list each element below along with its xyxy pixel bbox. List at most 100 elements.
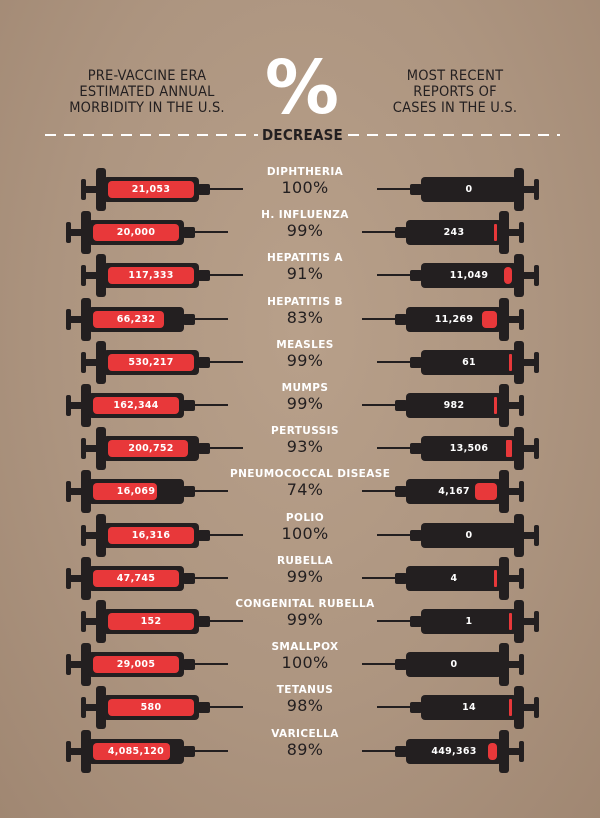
needle-icon — [377, 620, 411, 622]
needle-icon — [209, 447, 243, 450]
chart-row: 29,005 SMALLPOX 100% 0 — [0, 641, 600, 687]
syringe-barrel: 117,333 — [103, 263, 199, 289]
syringe-tip-icon — [183, 486, 195, 498]
chart-row: 21,053 DIPHTHERIA 100% 0 — [0, 166, 600, 211]
plunger-rod-icon — [508, 315, 520, 323]
syringe-tip-icon — [395, 486, 407, 498]
needle-icon — [209, 360, 243, 363]
disease-label-group: TETANUS 98% — [230, 684, 380, 714]
plunger-cap-icon — [519, 567, 524, 589]
fill-bar — [509, 699, 512, 717]
plunger-rod-icon — [523, 445, 535, 453]
pre-vaccine-syringe: 16,316 — [81, 513, 261, 557]
plunger-rod-icon — [70, 229, 82, 237]
pre-vaccine-syringe: 580 — [81, 686, 261, 730]
disease-label-group: H. INFLUENZA 99% — [230, 209, 380, 239]
disease-label-group: CONGENITAL RUBELLA 99% — [230, 598, 380, 628]
needle-icon — [209, 533, 243, 536]
flange-icon — [514, 600, 524, 643]
pre-vaccine-syringe: 162,344 — [66, 384, 246, 427]
fill-bar — [506, 440, 512, 458]
syringe-tip-icon — [395, 659, 407, 671]
percent-decrease: 99% — [286, 610, 324, 629]
recent-cases-syringe: 0 — [362, 643, 542, 687]
plunger-cap-icon — [534, 179, 539, 200]
syringe-tip-icon — [198, 270, 210, 282]
plunger-cap-icon — [519, 395, 524, 416]
plunger-cap-icon — [81, 265, 86, 287]
syringe-barrel: 1 — [421, 609, 517, 634]
plunger-rod-icon — [508, 229, 520, 237]
flange-icon — [96, 254, 106, 298]
syringe-tip-icon — [183, 313, 195, 325]
plunger-cap-icon — [66, 395, 71, 416]
fill-bar — [108, 699, 194, 717]
fill-bar — [482, 310, 497, 328]
needle-icon — [194, 404, 228, 406]
plunger-rod-icon — [85, 531, 97, 539]
chart-row: 16,069 PNEUMOCOCCAL DISEASE 74% 4,167 — [0, 468, 600, 514]
syringe-tip-icon — [183, 659, 195, 671]
syringe-barrel: 449,363 — [406, 738, 502, 764]
syringe-barrel: 580 — [103, 695, 199, 721]
plunger-rod-icon — [508, 488, 520, 496]
plunger-rod-icon — [523, 704, 535, 712]
plunger-rod-icon — [85, 704, 97, 712]
syringe-barrel: 0 — [406, 652, 502, 678]
needle-icon — [377, 447, 411, 450]
syringe-tip-icon — [410, 443, 422, 455]
syringe-tip-icon — [410, 270, 422, 282]
plunger-cap-icon — [519, 740, 524, 762]
flange-icon — [514, 513, 524, 557]
needle-icon — [194, 231, 228, 234]
plunger-cap-icon — [66, 308, 71, 330]
chart-row: 117,333 HEPATITIS A 91% 11,049 — [0, 252, 600, 298]
plunger-rod-icon — [70, 402, 82, 409]
flange-icon — [81, 470, 91, 514]
syringe-barrel: 530,217 — [103, 349, 199, 375]
disease-label-group: PNEUMOCOCCAL DISEASE 74% — [230, 468, 390, 498]
syringe-barrel: 162,344 — [88, 393, 184, 418]
plunger-cap-icon — [66, 481, 71, 503]
fill-bar — [494, 397, 497, 414]
syringe-tip-icon — [410, 356, 422, 368]
plunger-rod-icon — [85, 186, 97, 193]
pre-vaccine-value: 47,745 — [116, 572, 156, 584]
syringe-barrel: 200,752 — [103, 436, 199, 462]
syringe-tip-icon — [395, 745, 407, 757]
fill-bar — [509, 353, 512, 371]
recent-cases-syringe: 11,049 — [377, 254, 557, 298]
recent-cases-value: 4,167 — [438, 486, 470, 498]
flange-icon — [499, 297, 509, 341]
header-right: MOST RECENT REPORTS OF CASES IN THE U.S. — [355, 68, 555, 116]
needle-icon — [362, 404, 396, 406]
percent-symbol: % — [264, 45, 340, 131]
syringe-tip-icon — [395, 227, 407, 239]
flange-icon — [514, 427, 524, 471]
recent-cases-syringe: 61 — [377, 340, 557, 384]
plunger-cap-icon — [81, 697, 86, 719]
recent-cases-value: 61 — [462, 356, 476, 368]
plunger-cap-icon — [81, 351, 86, 373]
syringe-barrel: 14 — [421, 695, 517, 721]
recent-cases-value: 4 — [450, 572, 458, 584]
syringe-tip-icon — [198, 702, 210, 714]
syringe-barrel: 4 — [406, 565, 502, 591]
recent-cases-value: 14 — [462, 702, 476, 714]
fill-bar — [487, 742, 497, 760]
pre-vaccine-syringe: 66,232 — [66, 297, 246, 341]
plunger-rod-icon — [523, 186, 535, 193]
pre-vaccine-syringe: 530,217 — [81, 340, 261, 384]
needle-icon — [377, 360, 411, 363]
recent-cases-syringe: 449,363 — [362, 729, 542, 773]
chart-row: 152 CONGENITAL RUBELLA 99% 1 — [0, 598, 600, 643]
pre-vaccine-syringe: 21,053 — [81, 168, 261, 211]
syringe-barrel: 20,000 — [88, 220, 184, 246]
percent-decrease: 83% — [286, 307, 324, 327]
flange-icon — [514, 168, 524, 211]
syringe-barrel: 243 — [406, 220, 502, 246]
needle-icon — [194, 749, 228, 752]
plunger-cap-icon — [534, 611, 539, 632]
disease-name: RUBELLA — [276, 554, 334, 567]
disease-name: HEPATITIS B — [267, 295, 343, 308]
